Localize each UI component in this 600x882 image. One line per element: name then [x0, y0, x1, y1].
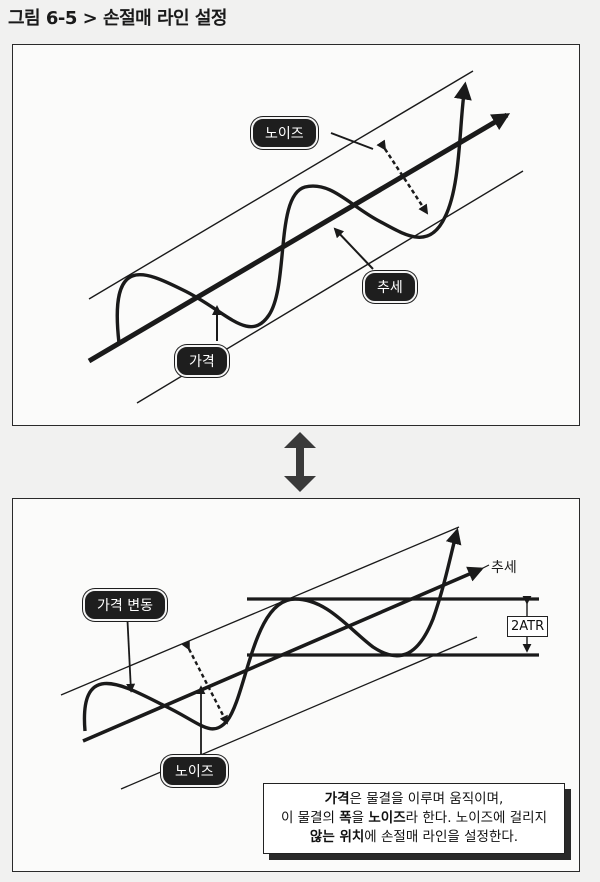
price-fluctuation-label: 가격 변동	[83, 589, 167, 621]
bottom-diagram-panel: 가격 변동 노이즈 추세 2ATR 가격은 물결을 이루며 움직이며, 이 물결…	[12, 498, 580, 872]
bottom-diagram-svg	[60, 526, 539, 790]
trend-arrow	[82, 566, 484, 743]
trend-pointer	[333, 227, 374, 270]
trend-label: 추세	[491, 560, 517, 576]
atr-label: 2ATR	[507, 616, 549, 637]
note-line-1: 가격은 물결을 이루며 움직이며,	[324, 791, 504, 807]
top-diagram-panel: 노이즈 추세 가격	[12, 44, 580, 426]
noise-label: 노이즈	[161, 755, 228, 787]
noise-pointer	[330, 132, 374, 150]
transition-arrow-icon	[284, 432, 316, 492]
price-fluctuation-pointer	[126, 610, 136, 693]
upper-channel-line	[88, 70, 474, 300]
trend-arrow	[87, 112, 511, 364]
noise-label: 노이즈	[251, 117, 318, 149]
noise-width-arrow	[376, 139, 429, 215]
figure-title: 그림 6-5 > 손절매 라인 설정	[8, 8, 227, 29]
upper-channel-line	[60, 526, 460, 696]
top-diagram-svg	[87, 70, 524, 404]
explanation-note: 가격은 물결을 이루며 움직이며, 이 물결의 폭을 노이즈라 한다. 노이즈에…	[263, 783, 565, 854]
price-wave	[82, 527, 462, 732]
price-label: 가격	[175, 345, 229, 377]
note-line-2: 이 물결의 폭을 노이즈라 한다. 노이즈에 걸리지	[280, 810, 548, 826]
note-line-3: 않는 위치에 손절매 라인을 설정한다.	[309, 829, 519, 845]
price-wave	[115, 81, 472, 344]
trend-label: 추세	[363, 271, 417, 303]
trend-label-pointer	[480, 564, 490, 570]
